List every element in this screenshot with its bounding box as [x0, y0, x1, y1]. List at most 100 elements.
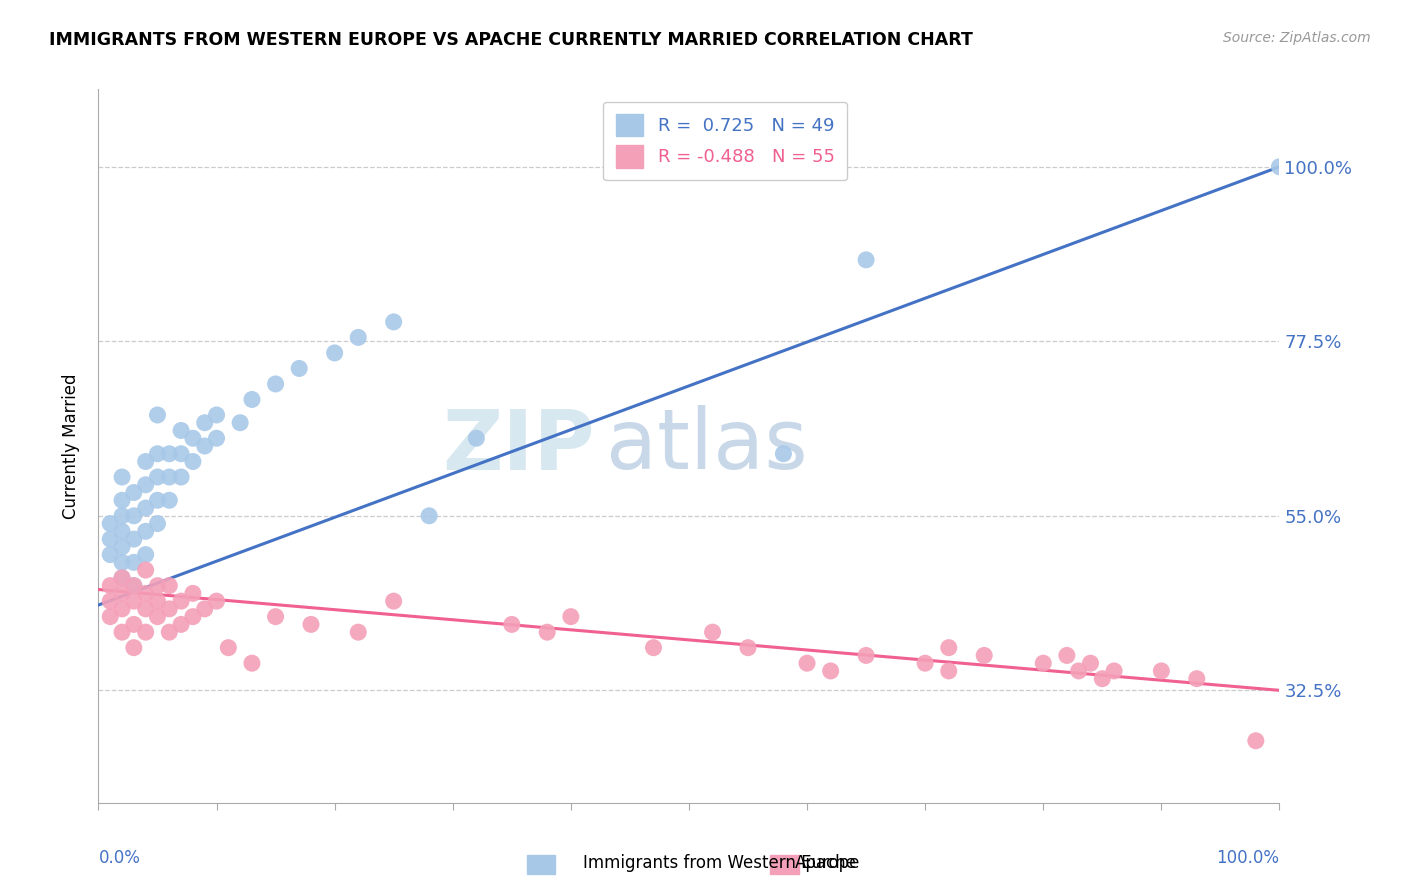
- Point: [855, 252, 877, 267]
- Point: [382, 315, 405, 329]
- Point: [135, 563, 157, 577]
- Point: [146, 594, 169, 608]
- Point: [98, 594, 121, 608]
- Point: [382, 594, 405, 608]
- Point: [111, 540, 134, 554]
- Point: [465, 431, 488, 445]
- Point: [194, 439, 217, 453]
- Point: [135, 501, 157, 516]
- Point: [122, 485, 145, 500]
- Point: [98, 609, 121, 624]
- Point: [194, 602, 217, 616]
- Point: [157, 625, 180, 640]
- Point: [170, 470, 193, 484]
- Point: [288, 361, 311, 376]
- Point: [772, 447, 794, 461]
- Point: [170, 617, 193, 632]
- Point: [1102, 664, 1125, 678]
- Point: [135, 548, 157, 562]
- Point: [264, 376, 287, 391]
- Point: [170, 447, 193, 461]
- Text: Source: ZipAtlas.com: Source: ZipAtlas.com: [1223, 31, 1371, 45]
- Point: [181, 454, 204, 468]
- Point: [111, 508, 134, 523]
- Point: [560, 609, 582, 624]
- Point: [418, 508, 440, 523]
- Point: [157, 579, 180, 593]
- Point: [111, 571, 134, 585]
- Point: [205, 431, 228, 445]
- Point: [98, 532, 121, 546]
- Point: [146, 408, 169, 422]
- Point: [111, 586, 134, 600]
- Point: [299, 617, 322, 632]
- Point: [135, 602, 157, 616]
- Point: [347, 330, 370, 344]
- Point: [1268, 160, 1291, 174]
- Point: [111, 602, 134, 616]
- Point: [820, 664, 842, 678]
- Point: [111, 524, 134, 539]
- Point: [135, 454, 157, 468]
- Point: [240, 392, 263, 407]
- Point: [122, 508, 145, 523]
- Text: 0.0%: 0.0%: [98, 849, 141, 867]
- Point: [229, 416, 252, 430]
- Point: [536, 625, 558, 640]
- Point: [181, 431, 204, 445]
- Text: 100.0%: 100.0%: [1216, 849, 1279, 867]
- Point: [122, 579, 145, 593]
- Point: [122, 594, 145, 608]
- Point: [1032, 656, 1054, 670]
- Text: atlas: atlas: [606, 406, 808, 486]
- Point: [98, 579, 121, 593]
- Point: [973, 648, 995, 663]
- Point: [347, 625, 370, 640]
- Point: [157, 493, 180, 508]
- Text: Apache: Apache: [794, 854, 856, 871]
- Point: [98, 516, 121, 531]
- Point: [122, 617, 145, 632]
- Point: [1091, 672, 1114, 686]
- Point: [122, 579, 145, 593]
- Point: [737, 640, 759, 655]
- Point: [146, 609, 169, 624]
- Point: [240, 656, 263, 670]
- Point: [146, 493, 169, 508]
- Point: [135, 524, 157, 539]
- Point: [170, 424, 193, 438]
- Point: [501, 617, 523, 632]
- Point: [157, 602, 180, 616]
- Point: [194, 416, 217, 430]
- Point: [796, 656, 818, 670]
- Point: [323, 346, 346, 360]
- Point: [135, 625, 157, 640]
- Point: [111, 625, 134, 640]
- Point: [264, 609, 287, 624]
- Point: [157, 447, 180, 461]
- Point: [98, 548, 121, 562]
- Point: [181, 586, 204, 600]
- Point: [111, 555, 134, 569]
- Point: [702, 625, 724, 640]
- Point: [111, 493, 134, 508]
- Y-axis label: Currently Married: Currently Married: [62, 373, 80, 519]
- Point: [205, 594, 228, 608]
- Point: [205, 408, 228, 422]
- Point: [1244, 733, 1267, 747]
- Point: [146, 579, 169, 593]
- Point: [938, 664, 960, 678]
- Legend: R =  0.725   N = 49, R = -0.488   N = 55: R = 0.725 N = 49, R = -0.488 N = 55: [603, 102, 848, 180]
- Text: Immigrants from Western Europe: Immigrants from Western Europe: [583, 854, 860, 871]
- Point: [217, 640, 239, 655]
- Point: [146, 470, 169, 484]
- Point: [122, 640, 145, 655]
- Point: [135, 586, 157, 600]
- Point: [1150, 664, 1173, 678]
- Point: [1067, 664, 1090, 678]
- Point: [1056, 648, 1078, 663]
- Point: [135, 477, 157, 491]
- Point: [122, 555, 145, 569]
- Point: [122, 532, 145, 546]
- Point: [914, 656, 936, 670]
